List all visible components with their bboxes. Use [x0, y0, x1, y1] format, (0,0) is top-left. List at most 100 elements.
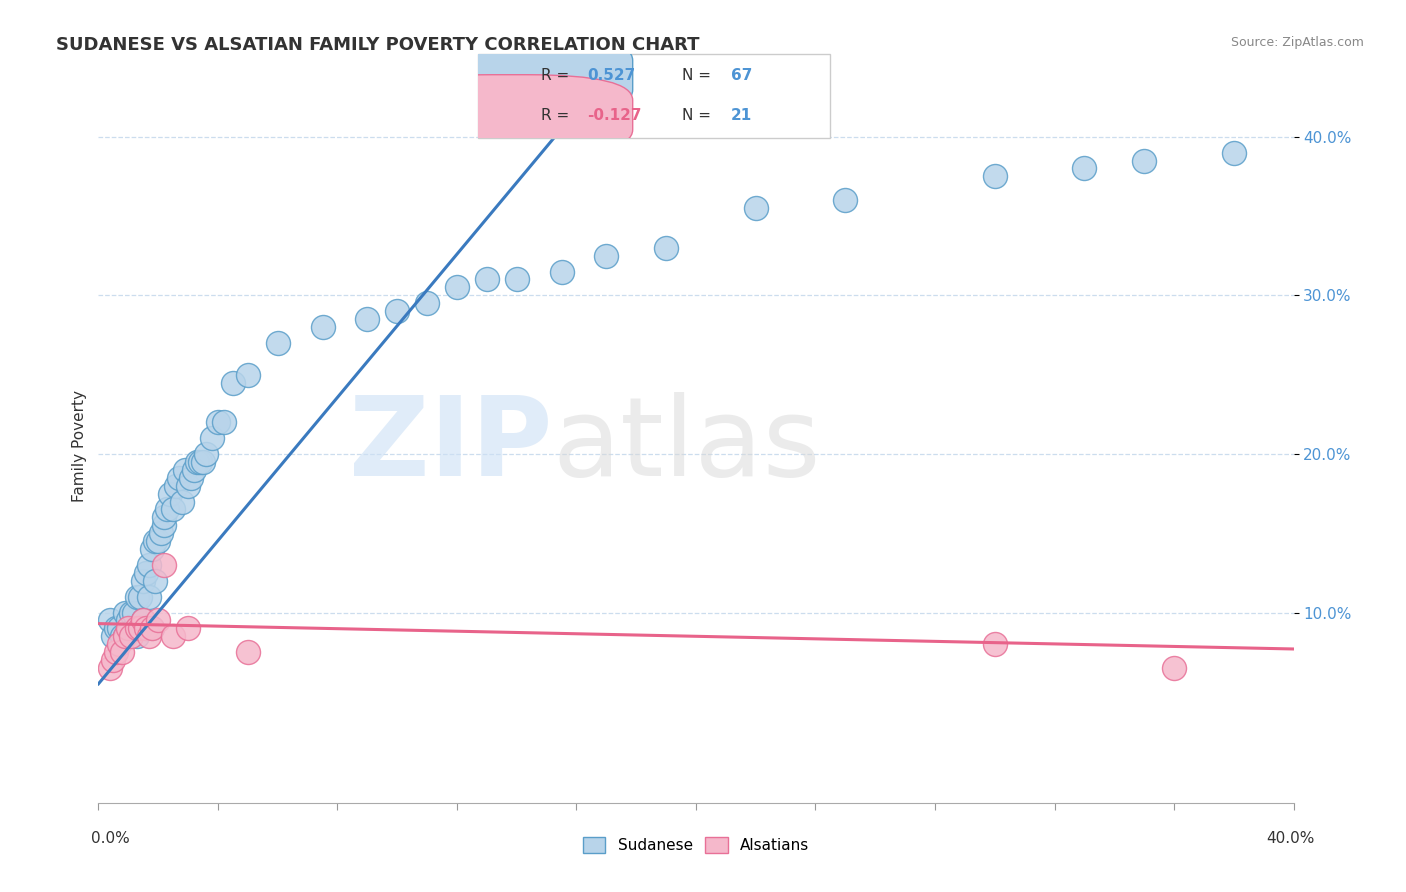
Point — [111, 645, 134, 659]
Point — [141, 621, 163, 635]
Point — [127, 629, 149, 643]
Point — [177, 621, 200, 635]
Point — [105, 621, 128, 635]
Point — [111, 629, 134, 643]
Point — [475, 272, 498, 286]
Point — [356, 312, 378, 326]
Point — [148, 614, 170, 628]
Point — [416, 296, 439, 310]
Point — [177, 478, 200, 492]
Point — [1133, 153, 1156, 168]
Point — [165, 478, 187, 492]
Text: SUDANESE VS ALSATIAN FAMILY POVERTY CORRELATION CHART: SUDANESE VS ALSATIAN FAMILY POVERTY CORR… — [56, 36, 700, 54]
Point — [105, 645, 128, 659]
Point — [267, 335, 290, 350]
Point — [132, 614, 155, 628]
Point — [984, 637, 1007, 651]
Point — [132, 574, 155, 588]
Point — [1223, 145, 1246, 160]
Point — [201, 431, 224, 445]
FancyBboxPatch shape — [387, 35, 633, 115]
Point — [120, 629, 142, 643]
Point — [745, 201, 768, 215]
Point — [129, 621, 152, 635]
Text: R =: R = — [541, 108, 575, 123]
Point — [120, 629, 142, 643]
Point — [135, 566, 157, 580]
Point — [162, 502, 184, 516]
Point — [159, 486, 181, 500]
Point — [135, 621, 157, 635]
Point — [1073, 161, 1095, 176]
Text: -0.127: -0.127 — [588, 108, 641, 123]
Point — [1163, 661, 1185, 675]
Text: Source: ZipAtlas.com: Source: ZipAtlas.com — [1230, 36, 1364, 49]
Point — [114, 629, 136, 643]
Point — [141, 621, 163, 635]
Point — [183, 463, 205, 477]
Point — [120, 606, 142, 620]
Point — [127, 590, 149, 604]
Point — [236, 368, 259, 382]
Point — [195, 447, 218, 461]
Point — [188, 455, 211, 469]
Point — [167, 471, 190, 485]
Text: N =: N = — [682, 69, 716, 84]
Point — [135, 621, 157, 635]
Point — [117, 614, 139, 628]
Point — [124, 621, 146, 635]
Point — [595, 249, 617, 263]
Point — [222, 376, 245, 390]
Point — [207, 415, 229, 429]
Text: 0.527: 0.527 — [588, 69, 636, 84]
Point — [385, 304, 409, 318]
Point — [153, 510, 176, 524]
Point — [655, 241, 678, 255]
Point — [212, 415, 235, 429]
Point — [834, 193, 856, 207]
Point — [141, 542, 163, 557]
Point — [180, 471, 202, 485]
Point — [143, 574, 166, 588]
Point — [124, 606, 146, 620]
Point — [117, 621, 139, 635]
Text: 40.0%: 40.0% — [1267, 831, 1315, 846]
Point — [153, 518, 176, 533]
Point — [150, 526, 173, 541]
Point — [114, 606, 136, 620]
Point — [143, 534, 166, 549]
Point — [132, 614, 155, 628]
Point — [550, 264, 572, 278]
Text: 67: 67 — [731, 69, 752, 84]
Y-axis label: Family Poverty: Family Poverty — [72, 390, 87, 502]
Point — [98, 614, 122, 628]
Point — [114, 629, 136, 643]
Point — [138, 558, 160, 572]
Point — [127, 621, 149, 635]
Point — [108, 637, 131, 651]
Point — [156, 502, 179, 516]
Point — [174, 463, 197, 477]
Point — [984, 169, 1007, 184]
FancyBboxPatch shape — [478, 54, 830, 138]
Text: 0.0%: 0.0% — [91, 831, 131, 846]
Point — [236, 645, 259, 659]
Text: N =: N = — [682, 108, 716, 123]
Point — [129, 621, 152, 635]
Point — [148, 534, 170, 549]
Point — [103, 653, 125, 667]
Point — [108, 621, 131, 635]
Point — [446, 280, 468, 294]
FancyBboxPatch shape — [387, 75, 633, 155]
Point — [103, 629, 125, 643]
Point — [117, 621, 139, 635]
Point — [186, 455, 208, 469]
Point — [98, 661, 122, 675]
Text: atlas: atlas — [553, 392, 821, 500]
Text: R =: R = — [541, 69, 575, 84]
Point — [129, 590, 152, 604]
Text: 21: 21 — [731, 108, 752, 123]
Point — [506, 272, 529, 286]
Point — [172, 494, 194, 508]
Point — [311, 320, 333, 334]
